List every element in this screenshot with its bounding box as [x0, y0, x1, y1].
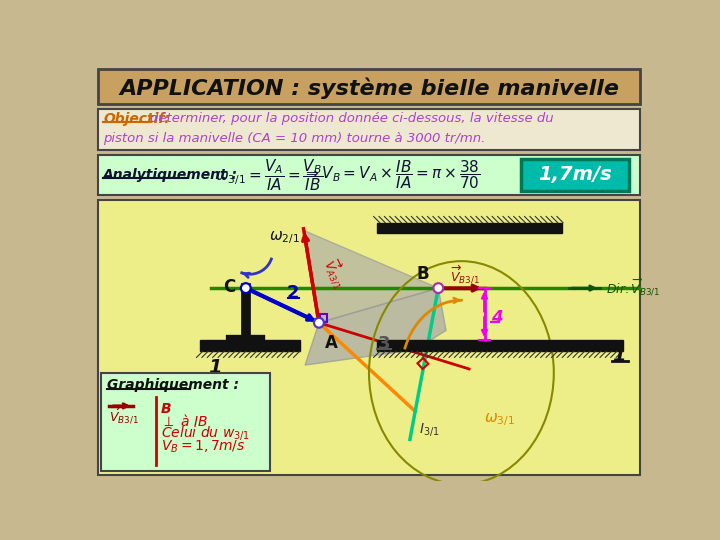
Text: 1: 1: [613, 346, 626, 366]
Text: $\omega_{3/1}=\dfrac{V_A}{IA}=\dfrac{V_B}{IB}$: $\omega_{3/1}=\dfrac{V_A}{IA}=\dfrac{V_B…: [215, 157, 323, 193]
Polygon shape: [305, 288, 446, 365]
Text: $\overrightarrow{V}_{A3/1}$: $\overrightarrow{V}_{A3/1}$: [320, 254, 353, 291]
Circle shape: [316, 320, 322, 326]
Text: Graphiquement :: Graphiquement :: [107, 378, 239, 392]
Text: 1: 1: [208, 358, 222, 377]
Text: $Dir.\overrightarrow{V}_{B3/1}$: $Dir.\overrightarrow{V}_{B3/1}$: [606, 275, 661, 296]
Bar: [101, 373, 271, 471]
Text: Objectif:: Objectif:: [104, 112, 170, 126]
Text: A: A: [325, 334, 338, 352]
Text: B: B: [417, 265, 429, 284]
Text: $\perp$ à IB: $\perp$ à IB: [161, 413, 208, 429]
Circle shape: [243, 285, 249, 291]
Circle shape: [435, 285, 441, 291]
Text: C: C: [222, 278, 235, 295]
Bar: [377, 222, 562, 233]
Polygon shape: [304, 231, 438, 323]
Bar: [377, 340, 623, 351]
Bar: [98, 69, 640, 104]
Bar: [98, 200, 640, 475]
Bar: [521, 159, 629, 191]
Text: 1,7m/s: 1,7m/s: [539, 165, 612, 185]
Text: $\Rightarrow V_B=V_A\times\dfrac{IB}{IA}=\pi\times\dfrac{38}{70}$: $\Rightarrow V_B=V_A\times\dfrac{IB}{IA}…: [303, 159, 481, 191]
Text: 2: 2: [287, 284, 300, 302]
Bar: [98, 109, 640, 150]
Text: $\overrightarrow{V}_{B3/1}$: $\overrightarrow{V}_{B3/1}$: [109, 403, 139, 426]
Text: 4: 4: [492, 309, 503, 327]
Text: $\omega_{2/1}$: $\omega_{2/1}$: [269, 229, 300, 246]
Text: déterminer, pour la position donnée ci-dessous, la vitesse du: déterminer, pour la position donnée ci-d…: [150, 112, 554, 125]
Text: Analytiquement :: Analytiquement :: [104, 168, 238, 182]
Text: 3: 3: [378, 335, 391, 353]
Text: $\overrightarrow{V}_{B3/1}$: $\overrightarrow{V}_{B3/1}$: [450, 264, 480, 285]
Text: $\omega_{3/1}$: $\omega_{3/1}$: [485, 410, 516, 428]
Text: APPLICATION : système bielle manivelle: APPLICATION : système bielle manivelle: [119, 77, 619, 99]
Text: $I_{3/1}$: $I_{3/1}$: [419, 421, 440, 437]
Text: piston si la manivelle (CA = 10 mm) tourne à 3000 tr/mn.: piston si la manivelle (CA = 10 mm) tour…: [104, 132, 486, 145]
Text: B: B: [161, 402, 172, 416]
Text: Celui du $w_{3/1}$: Celui du $w_{3/1}$: [161, 424, 251, 442]
Bar: [98, 155, 640, 195]
Text: $V_B = 1,7m/s$: $V_B = 1,7m/s$: [161, 438, 246, 455]
Bar: [199, 340, 300, 351]
